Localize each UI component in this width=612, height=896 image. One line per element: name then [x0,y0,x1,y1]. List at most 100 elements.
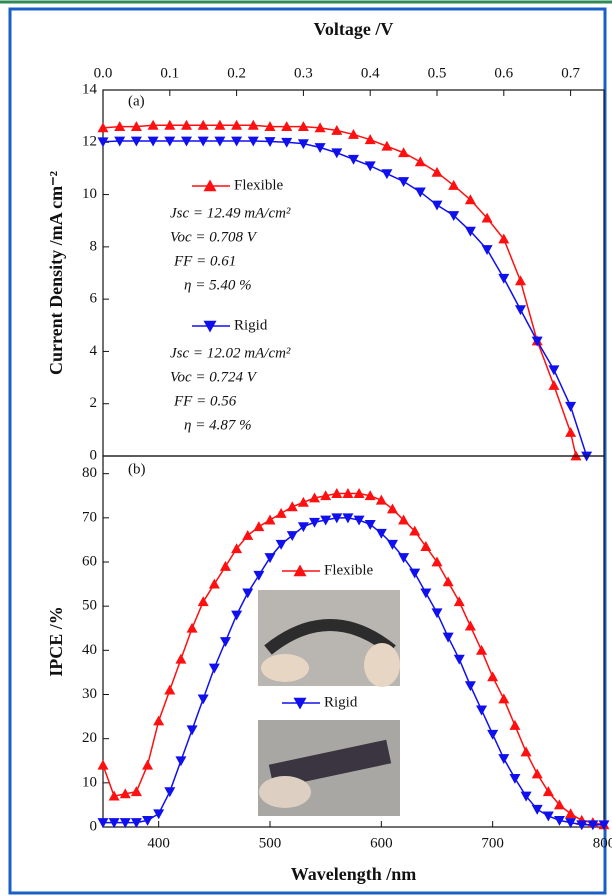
data-point [164,119,176,130]
data-point [481,212,493,223]
x-tick-label: 400 [147,835,170,851]
y-tick-label: 70 [82,509,97,525]
data-point [97,122,109,133]
data-point [130,786,142,797]
x-tick-label: 0.7 [561,65,580,81]
annotation: Voc = 0.724 V [170,369,258,385]
data-point [331,513,343,524]
data-point [264,121,276,131]
data-point [420,588,432,599]
data-point [153,809,165,820]
data-point [281,137,293,148]
panel-label: (b) [128,461,146,477]
data-point [364,520,376,530]
data-point [253,570,265,581]
data-point [147,119,159,130]
data-point [108,818,120,829]
y-tick-label: 10 [82,774,97,790]
legend-marker [293,697,307,710]
data-point [414,156,426,167]
data-point [509,719,521,730]
data-point [197,136,209,147]
data-point [420,541,432,551]
data-point [231,610,243,621]
x-axis-label: Voltage /V [314,19,394,39]
data-point [353,515,365,526]
data-point [331,125,343,135]
data-point [464,681,476,692]
data-point [142,815,154,826]
data-point [164,684,176,695]
data-point [186,725,198,736]
data-point [515,275,526,286]
data-point [565,426,577,437]
panel-label: (a) [128,93,145,109]
legend-label: Rigid [324,694,358,710]
data-point [275,539,287,550]
data-point [214,119,226,130]
data-point [208,578,220,589]
annotation: η = 4.87 % [184,417,252,433]
data-point [531,804,543,815]
data-point [431,608,443,619]
annotation: FF = 0.61 [173,253,236,269]
data-point [247,119,259,130]
data-point [565,808,577,819]
data-point [398,553,410,564]
photo-device [268,739,392,789]
data-point [542,786,554,797]
data-point [386,503,398,514]
x-tick-label: 0.0 [94,65,113,81]
annotation: FF = 0.56 [173,393,237,409]
legend-marker [203,179,217,192]
data-point [175,756,187,767]
legend-marker [203,320,217,333]
legend-label: Flexible [324,562,374,578]
data-point [309,517,321,528]
data-point [464,226,476,237]
data-point [409,525,421,536]
x-tick-label: 0.6 [494,65,513,81]
data-point [320,515,332,526]
data-point [531,768,543,779]
data-point [97,137,109,148]
data-point [414,187,426,198]
data-point [576,820,588,831]
data-point [119,818,131,829]
data-point [453,596,465,607]
data-point [97,759,109,770]
y-tick-label: 10 [82,186,97,202]
data-point [253,521,265,532]
y-tick-label: 80 [82,465,97,481]
data-point [108,790,120,801]
frame [8,7,607,895]
data-point [587,820,599,831]
data-point [509,774,521,784]
x-axis-label: Wavelength /nm [291,864,417,884]
data-point [476,705,488,716]
y-tick-label: 40 [82,642,97,658]
data-point [515,305,526,316]
data-point [364,134,376,145]
data-point [264,553,276,564]
data-point [348,128,359,139]
data-point [242,588,254,599]
data-point [320,490,332,501]
data-point [487,671,499,682]
legend-marker [293,564,307,577]
x-tick-label: 0.5 [428,65,447,81]
y-tick-label: 4 [90,343,98,359]
data-point [281,121,293,131]
data-point [130,121,142,131]
data-point [498,754,510,765]
data-point [314,143,326,154]
data-point [153,715,165,726]
data-point [398,147,410,158]
photo-device [264,619,396,655]
data-point [431,200,443,211]
photo-finger [259,776,311,808]
data-point [375,494,387,505]
annotation: Jsc = 12.49 mA/cm² [170,205,291,221]
data-point [197,119,209,130]
